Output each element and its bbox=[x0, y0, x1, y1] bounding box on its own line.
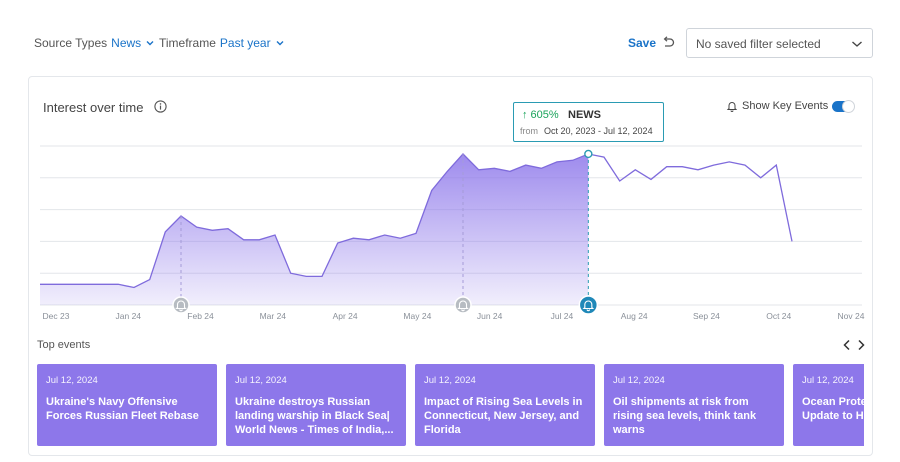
info-icon[interactable] bbox=[154, 100, 167, 113]
event-card[interactable]: Jul 12, 2024 Ukraine's Navy Offensive For… bbox=[37, 364, 217, 446]
event-date: Jul 12, 2024 bbox=[46, 375, 98, 386]
bell-icon[interactable] bbox=[172, 296, 190, 314]
saved-filter-value: No saved filter selected bbox=[696, 37, 821, 51]
x-tick-label: May 24 bbox=[403, 311, 431, 321]
x-tick-label: Feb 24 bbox=[187, 311, 214, 321]
chart-tooltip: ↑ 605% NEWS from Oct 20, 2023 - Jul 12, … bbox=[513, 102, 664, 142]
bell-icon bbox=[726, 102, 738, 112]
bell-icon[interactable] bbox=[578, 295, 599, 315]
event-headline: Impact of Rising Sea Levels in Connectic… bbox=[424, 396, 583, 436]
x-tick-label: Apr 24 bbox=[333, 311, 358, 321]
chevron-down-icon bbox=[852, 41, 862, 47]
event-headline: Ukraine's Navy Offensive Forces Russian … bbox=[46, 396, 199, 422]
event-card[interactable]: Jul 12, 2024 Ocean Protection Adopts Upda… bbox=[793, 364, 864, 446]
source-types-label: Source Types bbox=[34, 36, 108, 50]
saved-filter-select[interactable]: No saved filter selected bbox=[686, 28, 873, 58]
x-tick-label: Jul 24 bbox=[551, 311, 574, 321]
event-headline: Ukraine destroys Russian landing warship… bbox=[235, 396, 394, 436]
event-headline: Oil shipments at risk from rising sea le… bbox=[613, 396, 757, 436]
x-tick-label: Nov 24 bbox=[838, 311, 865, 321]
source-types-dropdown[interactable]: Source Types News bbox=[34, 36, 155, 50]
x-tick-label: Aug 24 bbox=[621, 311, 648, 321]
tooltip-series: NEWS bbox=[568, 109, 601, 121]
save-button[interactable]: Save bbox=[628, 36, 657, 50]
chart-area bbox=[40, 154, 589, 305]
top-events-label: Top events bbox=[37, 339, 91, 351]
tooltip-from-label: from bbox=[520, 126, 538, 136]
event-card[interactable]: Jul 12, 2024 Impact of Rising Sea Levels … bbox=[415, 364, 595, 446]
x-axis-ticks: Dec 23 Jan 24 Feb 24 Mar 24 Apr 24 May 24 Jun … bbox=[43, 311, 865, 321]
top-events-list: Jul 12, 2024 Ukraine's Navy Offensive For… bbox=[37, 364, 864, 446]
event-date: Jul 12, 2024 bbox=[802, 375, 854, 386]
key-events-toggle[interactable] bbox=[832, 100, 855, 113]
chevron-down-icon bbox=[276, 41, 284, 46]
x-tick-label: Jan 24 bbox=[116, 311, 142, 321]
event-date: Jul 12, 2024 bbox=[235, 375, 287, 386]
toggle-knob bbox=[842, 100, 855, 113]
filter-bar: Source Types News Timeframe Past year Sa… bbox=[0, 0, 900, 76]
x-tick-label: Dec 23 bbox=[43, 311, 70, 321]
event-card[interactable]: Jul 12, 2024 Ukraine destroys Russian lan… bbox=[226, 364, 406, 446]
interest-chart: Dec 23 Jan 24 Feb 24 Mar 24 Apr 24 May 24 Jun … bbox=[40, 145, 865, 321]
chevron-left-icon[interactable] bbox=[842, 339, 852, 351]
key-event-markers bbox=[172, 149, 599, 315]
key-events-control: Show Key Events bbox=[726, 100, 828, 112]
card-title: Interest over time bbox=[43, 100, 144, 115]
tooltip-range: Oct 20, 2023 - Jul 12, 2024 bbox=[544, 126, 653, 136]
event-headline: Ocean Protection Adopts Update to Help C… bbox=[802, 396, 864, 422]
active-data-point bbox=[584, 149, 593, 159]
x-tick-label: Oct 24 bbox=[766, 311, 791, 321]
tooltip-change: ↑ 605% bbox=[522, 109, 559, 121]
chevron-down-icon bbox=[146, 41, 154, 46]
x-tick-label: Jun 24 bbox=[477, 311, 503, 321]
chart-line bbox=[40, 153, 793, 289]
event-card[interactable]: Jul 12, 2024 Oil shipments at risk from r… bbox=[604, 364, 784, 446]
timeframe-dropdown[interactable]: Timeframe Past year bbox=[159, 36, 285, 50]
key-events-label: Show Key Events bbox=[742, 100, 829, 112]
x-tick-label: Mar 24 bbox=[260, 311, 287, 321]
bell-icon[interactable] bbox=[454, 296, 472, 314]
event-date: Jul 12, 2024 bbox=[424, 375, 476, 386]
undo-icon[interactable] bbox=[661, 35, 675, 49]
chevron-right-icon[interactable] bbox=[856, 339, 866, 351]
source-types-value: News bbox=[111, 36, 142, 50]
x-tick-label: Sep 24 bbox=[693, 311, 720, 321]
event-date: Jul 12, 2024 bbox=[613, 375, 665, 386]
timeframe-value: Past year bbox=[219, 36, 271, 50]
timeframe-label: Timeframe bbox=[159, 36, 216, 50]
